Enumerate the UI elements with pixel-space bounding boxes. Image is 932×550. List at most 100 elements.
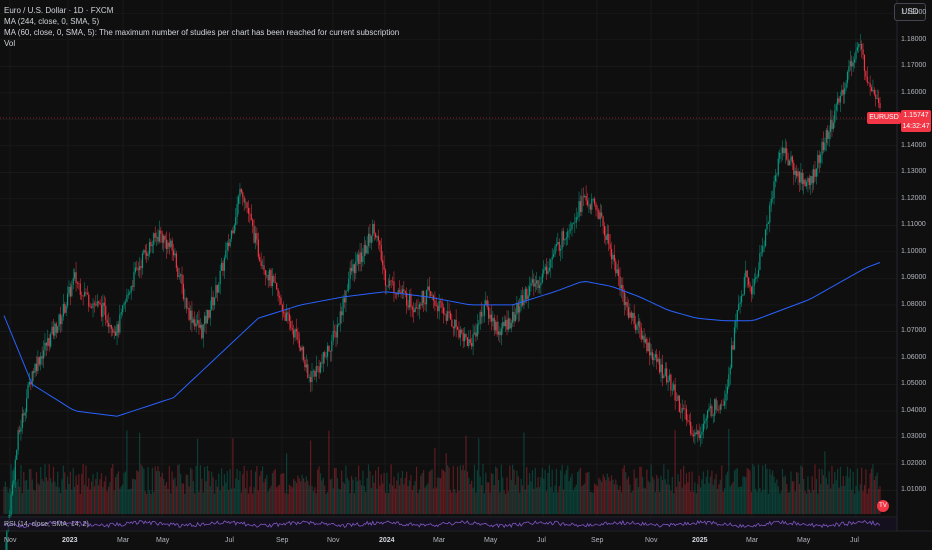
candle-body: [868, 82, 870, 84]
volume-bar: [184, 493, 186, 514]
candle-body: [226, 242, 228, 251]
volume-bar: [719, 479, 721, 514]
candle-body: [870, 87, 873, 92]
volume-bar: [92, 473, 94, 514]
candle-body: [721, 404, 723, 406]
volume-bar: [755, 488, 757, 514]
volume-bar: [17, 479, 19, 514]
volume-bar: [841, 486, 843, 514]
candle-body: [294, 329, 296, 338]
volume-bar: [732, 482, 734, 514]
candle-body: [52, 326, 55, 336]
volume-bar: [352, 479, 354, 514]
candle-body: [543, 270, 545, 274]
volume-bar: [297, 475, 299, 514]
candle-body: [335, 331, 337, 338]
volume-bar: [447, 465, 449, 514]
candle-body: [404, 290, 406, 293]
volume-bar: [574, 487, 576, 514]
candle-body: [438, 300, 440, 312]
candle-body: [825, 130, 827, 143]
volume-bar: [620, 492, 623, 514]
candle-body: [62, 304, 64, 317]
volume-bar: [647, 480, 649, 514]
tradingview-logo-icon[interactable]: TV: [877, 500, 889, 512]
rsi-legend[interactable]: RSI (14, close, SMA, 14, 2): [4, 521, 89, 528]
candle-body: [519, 306, 521, 313]
volume-bar: [708, 483, 710, 514]
price-tick-label: 1.12000: [901, 194, 927, 202]
volume-bar: [579, 467, 582, 514]
volume-bar: [750, 492, 753, 514]
candle-body: [112, 328, 114, 333]
candle-body: [81, 294, 83, 296]
legend-vol[interactable]: Vol: [4, 39, 16, 48]
volume-bar: [249, 486, 251, 514]
volume-bar: [250, 469, 252, 514]
currency-button[interactable]: USD: [894, 3, 926, 21]
volume-bar: [740, 486, 743, 514]
candle-body: [98, 301, 100, 303]
volume-bar: [824, 451, 826, 514]
candle-body: [235, 217, 237, 225]
candle-body: [767, 222, 769, 224]
candle-body: [42, 350, 45, 359]
volume-bar: [144, 491, 146, 514]
candle-body: [506, 319, 508, 330]
volume-bar: [85, 465, 87, 514]
candle-body: [633, 312, 635, 325]
candle-body: [158, 230, 161, 242]
candle-body: [40, 356, 42, 365]
candle-body: [569, 229, 572, 231]
volume-bar: [321, 480, 323, 514]
candle-body: [644, 338, 647, 343]
volume-bar: [396, 480, 398, 514]
volume-bar: [601, 481, 603, 514]
candle-body: [427, 286, 429, 291]
volume-bar: [519, 492, 521, 514]
volume-bar: [495, 466, 497, 514]
candle-body: [562, 231, 565, 241]
volume-bar: [780, 491, 782, 514]
volume-bar: [342, 482, 344, 514]
candle-body: [493, 317, 495, 331]
candle-body: [336, 325, 339, 338]
volume-bar: [110, 467, 112, 514]
volume-bar: [414, 480, 416, 514]
time-tick-label: May: [484, 537, 498, 544]
moving-average-line: [3, 262, 881, 417]
legend-ma60[interactable]: MA (60, close, 0, SMA, 5): The maximum n…: [4, 28, 400, 37]
volume-bar: [387, 492, 389, 514]
volume-bar: [318, 466, 320, 514]
candle-body: [824, 142, 826, 151]
volume-bar: [584, 483, 586, 514]
candle-body: [75, 272, 77, 283]
price-tick-label: 1.18000: [901, 35, 927, 43]
candle-body: [352, 264, 354, 272]
candle-body: [403, 289, 405, 291]
candle-body: [283, 311, 285, 314]
candle-body: [174, 253, 176, 256]
candle-body: [396, 293, 398, 295]
volume-bar: [551, 469, 553, 514]
volume-bar: [801, 466, 803, 514]
volume-bar: [6, 486, 8, 514]
candle-body: [233, 224, 235, 234]
volume-bar: [586, 472, 589, 514]
volume-bar: [26, 479, 28, 514]
candle-body: [133, 271, 135, 287]
candle-body: [386, 285, 388, 287]
candle-body: [876, 98, 878, 99]
candle-body: [483, 304, 485, 316]
volume-bar: [353, 493, 355, 514]
volume-bar: [591, 492, 593, 514]
volume-bar: [102, 487, 104, 514]
volume-bar: [547, 472, 549, 514]
volume-bar: [355, 477, 357, 514]
legend-title[interactable]: Euro / U.S. Dollar · 1D · FXCM: [4, 6, 114, 15]
candle-body: [615, 261, 617, 274]
candle-body: [468, 339, 470, 347]
candle-body: [827, 130, 829, 139]
legend-ma244[interactable]: MA (244, close, 0, SMA, 5): [4, 17, 100, 26]
